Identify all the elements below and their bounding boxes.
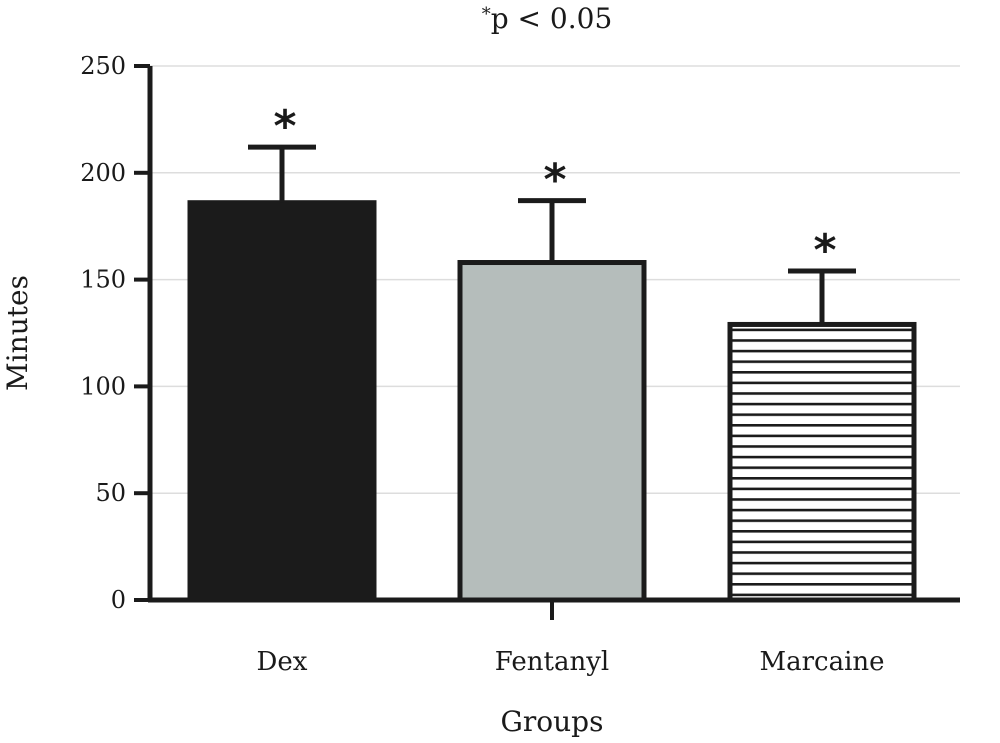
bar-fentanyl [457,260,647,603]
x-tick-label: Fentanyl [495,647,609,677]
chart-title: *p < 0.05 [482,2,613,35]
y-tick-label: 150 [80,266,126,294]
bars [187,200,917,603]
y-tick-label: 100 [80,372,126,400]
bar-dex [187,200,377,603]
significance-star: * [813,225,836,276]
y-tick-label: 0 [111,586,126,614]
y-axis-title: Minutes [1,275,34,391]
significance-star: * [273,101,296,152]
x-axis-title: Groups [501,705,604,738]
x-tick-label: Dex [257,647,308,677]
axes [134,64,960,620]
y-tick-label: 200 [80,159,126,187]
y-tick-label: 50 [95,479,126,507]
error-bars: * * * [248,101,856,325]
y-tick-labels: 0 50 100 150 200 250 [80,52,126,614]
x-tick-label: Marcaine [759,647,884,677]
x-category-labels: Dex Fentanyl Marcaine [257,647,885,677]
significance-star: * [543,155,566,206]
y-tick-label: 250 [80,52,126,80]
bar-marcaine [727,321,917,603]
